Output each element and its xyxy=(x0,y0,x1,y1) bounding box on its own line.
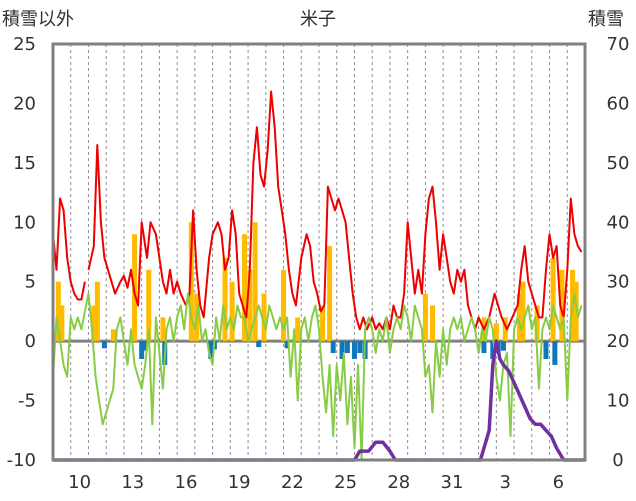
orange-bar xyxy=(261,293,267,342)
blue-bar xyxy=(256,341,262,348)
blue-bar xyxy=(357,341,363,354)
orange-bar xyxy=(281,269,287,342)
x-tick-label: 10 xyxy=(68,472,91,493)
orange-bar xyxy=(493,323,499,342)
green-series-line xyxy=(52,292,583,461)
orange-bar xyxy=(59,305,65,342)
orange-bar xyxy=(252,222,258,342)
x-tick-label: 13 xyxy=(121,472,144,493)
orange-bar xyxy=(534,305,540,342)
y-right-tick-label: 30 xyxy=(607,272,630,293)
orange-bar xyxy=(146,269,152,342)
y-left-ticks: 25 20 15 10 5 0 -5 -10 xyxy=(7,34,36,471)
blue-bar xyxy=(142,341,148,351)
orange-bar xyxy=(295,317,301,342)
orange-bar xyxy=(247,269,253,342)
orange-bar xyxy=(242,234,248,342)
chart-title: 米子 xyxy=(300,9,336,30)
y-right-tick-label: 0 xyxy=(612,450,623,471)
blue-bar xyxy=(101,341,107,349)
purple-series-line xyxy=(53,339,585,462)
y-right-axis-label: 積雪 xyxy=(588,9,624,30)
y-left-tick-label: -10 xyxy=(7,450,36,471)
x-tick-label: 25 xyxy=(334,472,357,493)
y-left-tick-label: 25 xyxy=(13,34,36,55)
x-tick-label: 3 xyxy=(499,472,510,493)
orange-bar xyxy=(55,281,61,342)
orange-bar xyxy=(502,317,508,342)
orange-bar xyxy=(429,305,435,342)
blue-bar xyxy=(330,341,336,354)
x-tick-label: 6 xyxy=(553,472,564,493)
orange-bar xyxy=(559,269,565,342)
blue-bar xyxy=(208,341,214,359)
blue-bar xyxy=(351,341,357,359)
orange-bar xyxy=(160,317,166,342)
y-right-tick-label: 50 xyxy=(607,153,630,174)
red-series-line xyxy=(52,90,583,331)
x-tick-label: 31 xyxy=(441,472,464,493)
blue-bar xyxy=(500,341,506,351)
orange-bar xyxy=(188,222,194,342)
orange-bar xyxy=(94,281,100,342)
y-left-tick-label: 15 xyxy=(13,153,36,174)
blue-bar xyxy=(543,341,549,359)
blue-bar xyxy=(552,341,558,365)
y-left-tick-label: 10 xyxy=(13,212,36,233)
orange-bar xyxy=(516,293,522,342)
orange-bar xyxy=(110,329,116,342)
x-tick-label: 19 xyxy=(228,472,251,493)
plot-frame xyxy=(51,42,587,462)
orange-bar xyxy=(222,257,228,342)
y-right-tick-label: 20 xyxy=(607,331,630,352)
blue-bars xyxy=(101,341,558,365)
orange-bar xyxy=(229,281,235,342)
blue-bar xyxy=(284,341,290,349)
blue-bar xyxy=(490,341,496,359)
series-lines xyxy=(52,90,585,462)
x-tick-label: 16 xyxy=(175,472,198,493)
orange-bar xyxy=(550,257,556,342)
x-tick-label: 28 xyxy=(387,472,410,493)
y-right-tick-label: 40 xyxy=(607,212,630,233)
blue-bar xyxy=(481,341,487,354)
orange-bar xyxy=(91,305,97,342)
y-left-tick-label: 0 xyxy=(25,331,36,352)
y-left-axis-label: 積雪以外 xyxy=(2,9,74,30)
x-tick-label: 22 xyxy=(281,472,304,493)
orange-bar xyxy=(320,305,326,342)
y-right-tick-label: 60 xyxy=(607,93,630,114)
y-left-tick-label: 20 xyxy=(13,93,36,114)
orange-bar xyxy=(422,293,428,342)
blue-bar xyxy=(339,341,345,359)
orange-bar xyxy=(520,281,526,342)
y-right-tick-label: 70 xyxy=(607,34,630,55)
y-left-tick-label: 5 xyxy=(25,272,36,293)
x-ticks: 10 13 16 19 22 25 28 31 3 6 xyxy=(68,472,564,493)
y-right-tick-label: 10 xyxy=(607,391,630,412)
orange-bar xyxy=(327,246,333,342)
y-right-ticks: 70 60 50 40 30 20 10 0 xyxy=(607,34,630,471)
blue-bar xyxy=(139,341,145,359)
y-left-tick-label: -5 xyxy=(18,391,36,412)
blue-bar xyxy=(344,341,350,354)
